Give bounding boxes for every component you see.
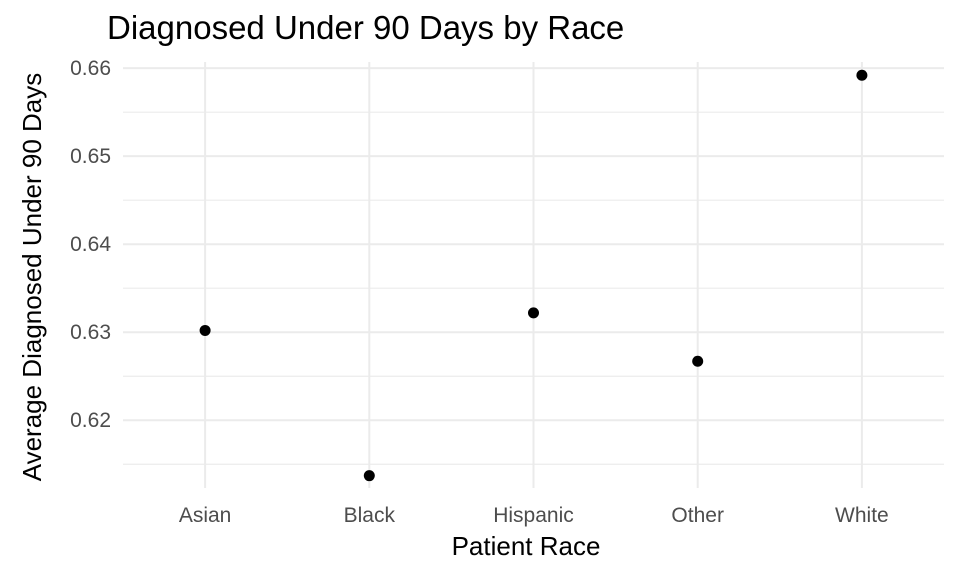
x-tick-label: White [835, 504, 889, 527]
x-axis-title: Patient Race [452, 531, 601, 561]
data-point [856, 69, 868, 81]
data-point [528, 307, 539, 319]
x-tick-label: Black [344, 504, 396, 527]
y-tick-labels: 0.62 0.63 0.64 0.65 0.66 [70, 57, 111, 432]
data-point [692, 355, 704, 367]
x-tick-labels: Asian Black Hispanic Other White [179, 504, 889, 527]
y-tick-label: 0.65 [70, 145, 111, 168]
chart-title: Diagnosed Under 90 Days by Race [107, 9, 624, 46]
data-point [199, 324, 211, 336]
gridlines [123, 62, 944, 488]
x-tick-label: Asian [179, 504, 232, 527]
x-tick-label: Other [671, 504, 724, 527]
y-tick-label: 0.62 [70, 409, 111, 432]
data-point [363, 470, 375, 482]
y-tick-label: 0.63 [70, 321, 111, 344]
data-points [199, 69, 868, 482]
y-axis-title: Average Diagnosed Under 90 Days [17, 73, 47, 482]
x-tick-label: Hispanic [493, 504, 574, 527]
y-tick-label: 0.66 [70, 57, 111, 80]
y-tick-label: 0.64 [70, 233, 111, 256]
